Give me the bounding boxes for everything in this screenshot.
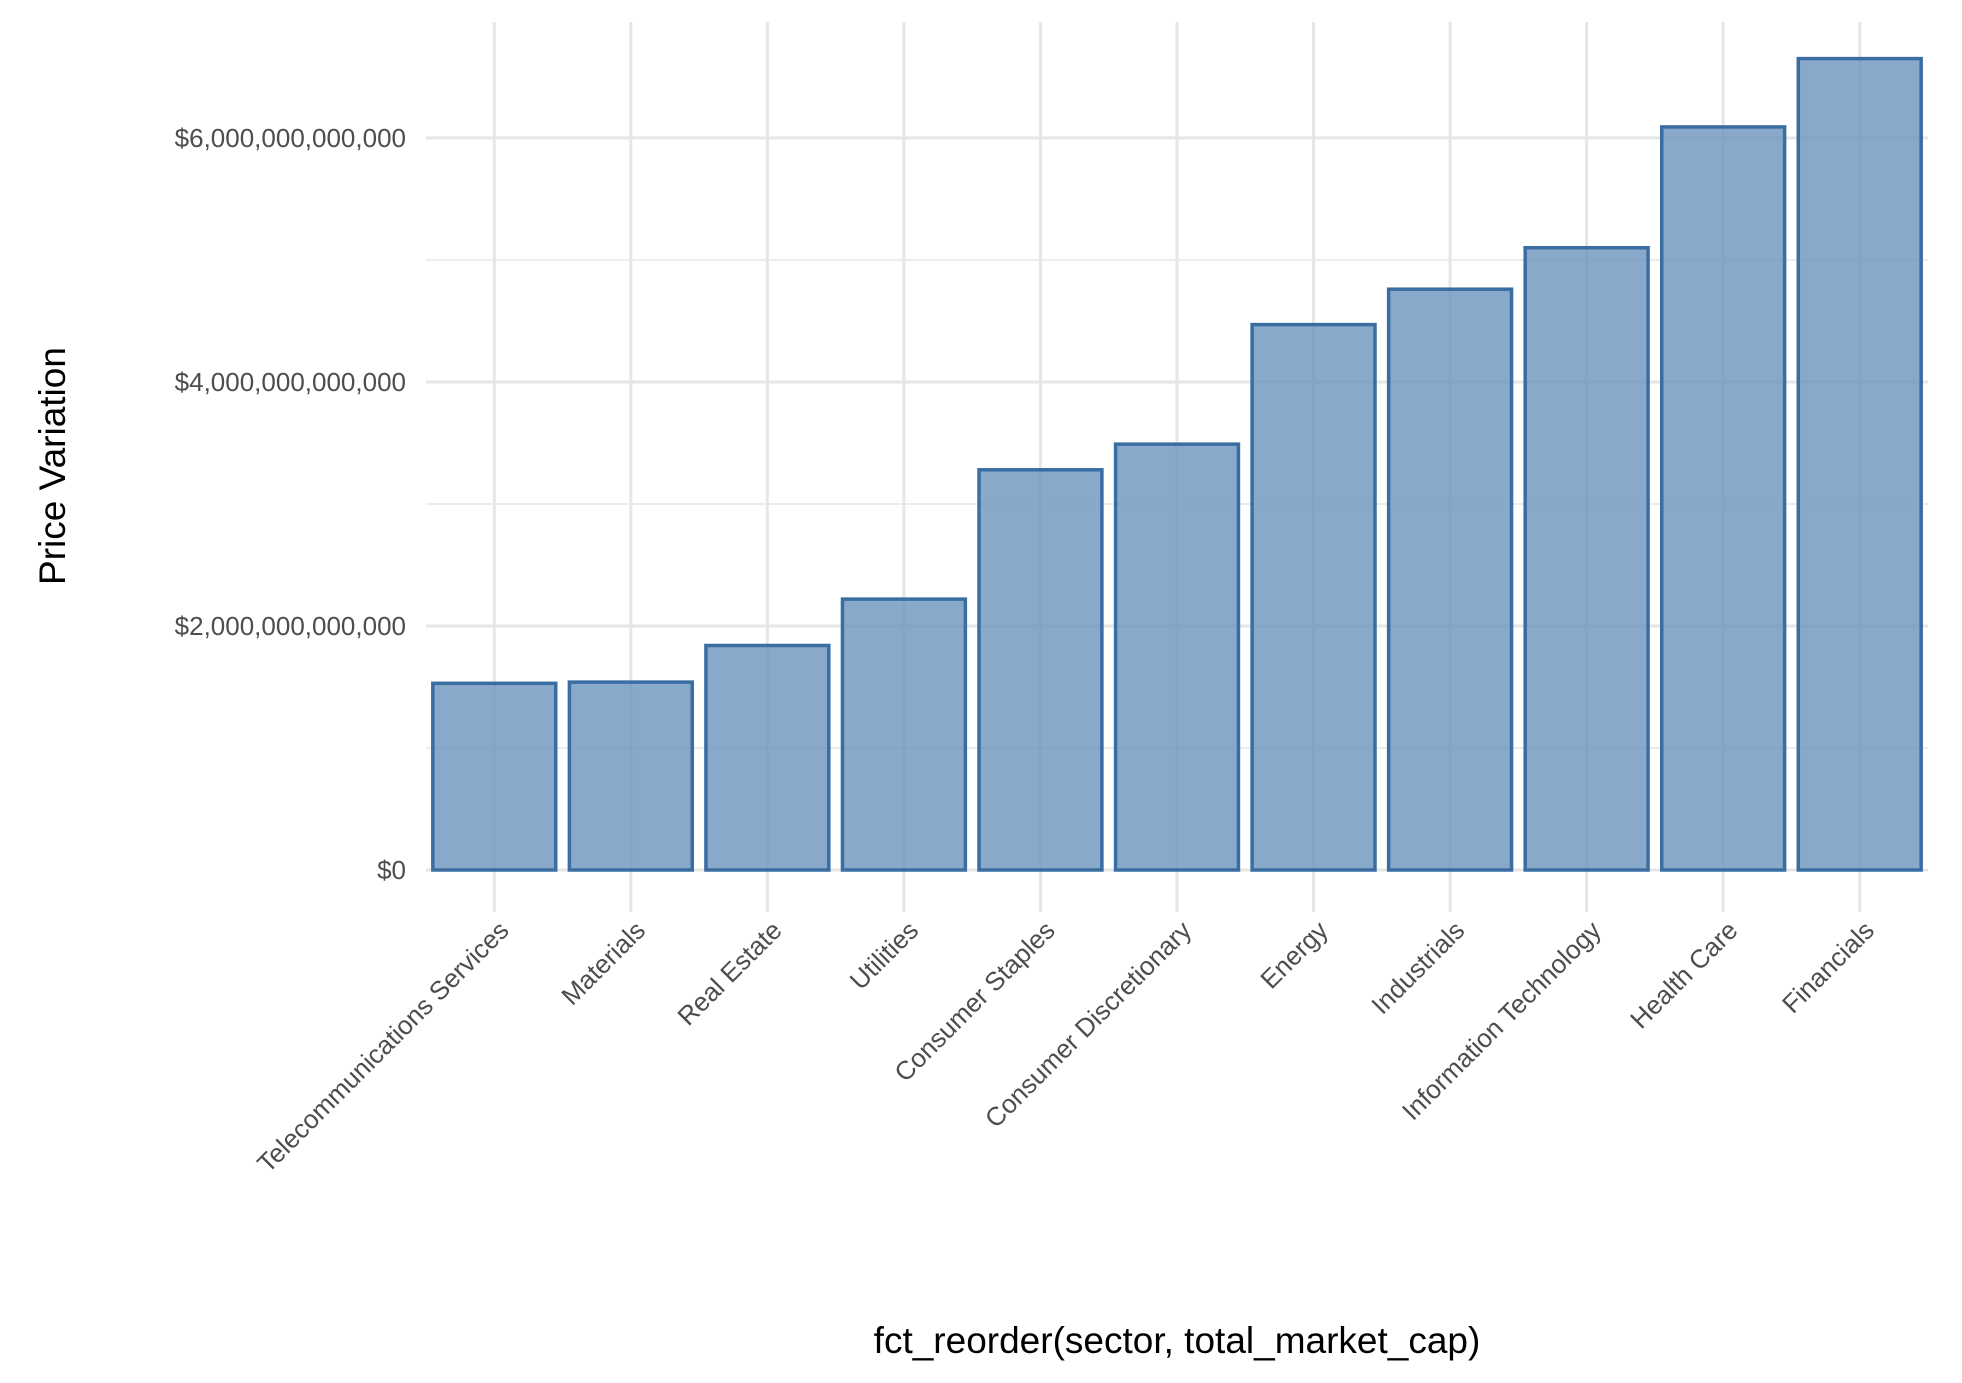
y-tick-label: $6,000,000,000,000 xyxy=(175,123,406,153)
x-axis-ticks: Telecommunications Services Materials Real… xyxy=(251,915,1880,1178)
x-tick-label: Telecommunications Services xyxy=(251,915,514,1178)
x-tick-label: Health Care xyxy=(1624,915,1743,1034)
y-tick-label: $4,000,000,000,000 xyxy=(175,367,406,397)
y-tick-label: $2,000,000,000,000 xyxy=(175,611,406,641)
x-tick-label: Industrials xyxy=(1365,915,1470,1020)
bar-consumer-discretionary xyxy=(1113,442,1241,872)
y-axis-title: Price Variation xyxy=(32,347,73,585)
x-tick-label: Real Estate xyxy=(671,915,787,1031)
x-tick-label: Materials xyxy=(555,915,651,1011)
bar-real-estate xyxy=(704,643,831,872)
bars xyxy=(431,56,1923,872)
bar-energy xyxy=(1250,322,1377,872)
bar-information-technology xyxy=(1523,245,1650,872)
y-tick-label: $0 xyxy=(377,855,406,885)
bar-consumer-staples xyxy=(977,468,1104,872)
x-tick-label: Energy xyxy=(1254,915,1333,994)
bar-industrials xyxy=(1386,287,1514,872)
bar-health-care xyxy=(1659,125,1787,872)
y-axis-ticks: $0 $2,000,000,000,000 $4,000,000,000,000 $6… xyxy=(175,123,406,885)
x-axis-title: fct_reorder(sector, total_market_cap) xyxy=(874,1320,1481,1361)
bar-utilities xyxy=(840,597,968,872)
bar-materials xyxy=(567,680,695,872)
bar-telecommunications-services xyxy=(431,681,558,872)
bar-financials xyxy=(1796,56,1923,872)
x-tick-label: Utilities xyxy=(844,915,924,995)
x-tick-label: Financials xyxy=(1776,915,1880,1019)
